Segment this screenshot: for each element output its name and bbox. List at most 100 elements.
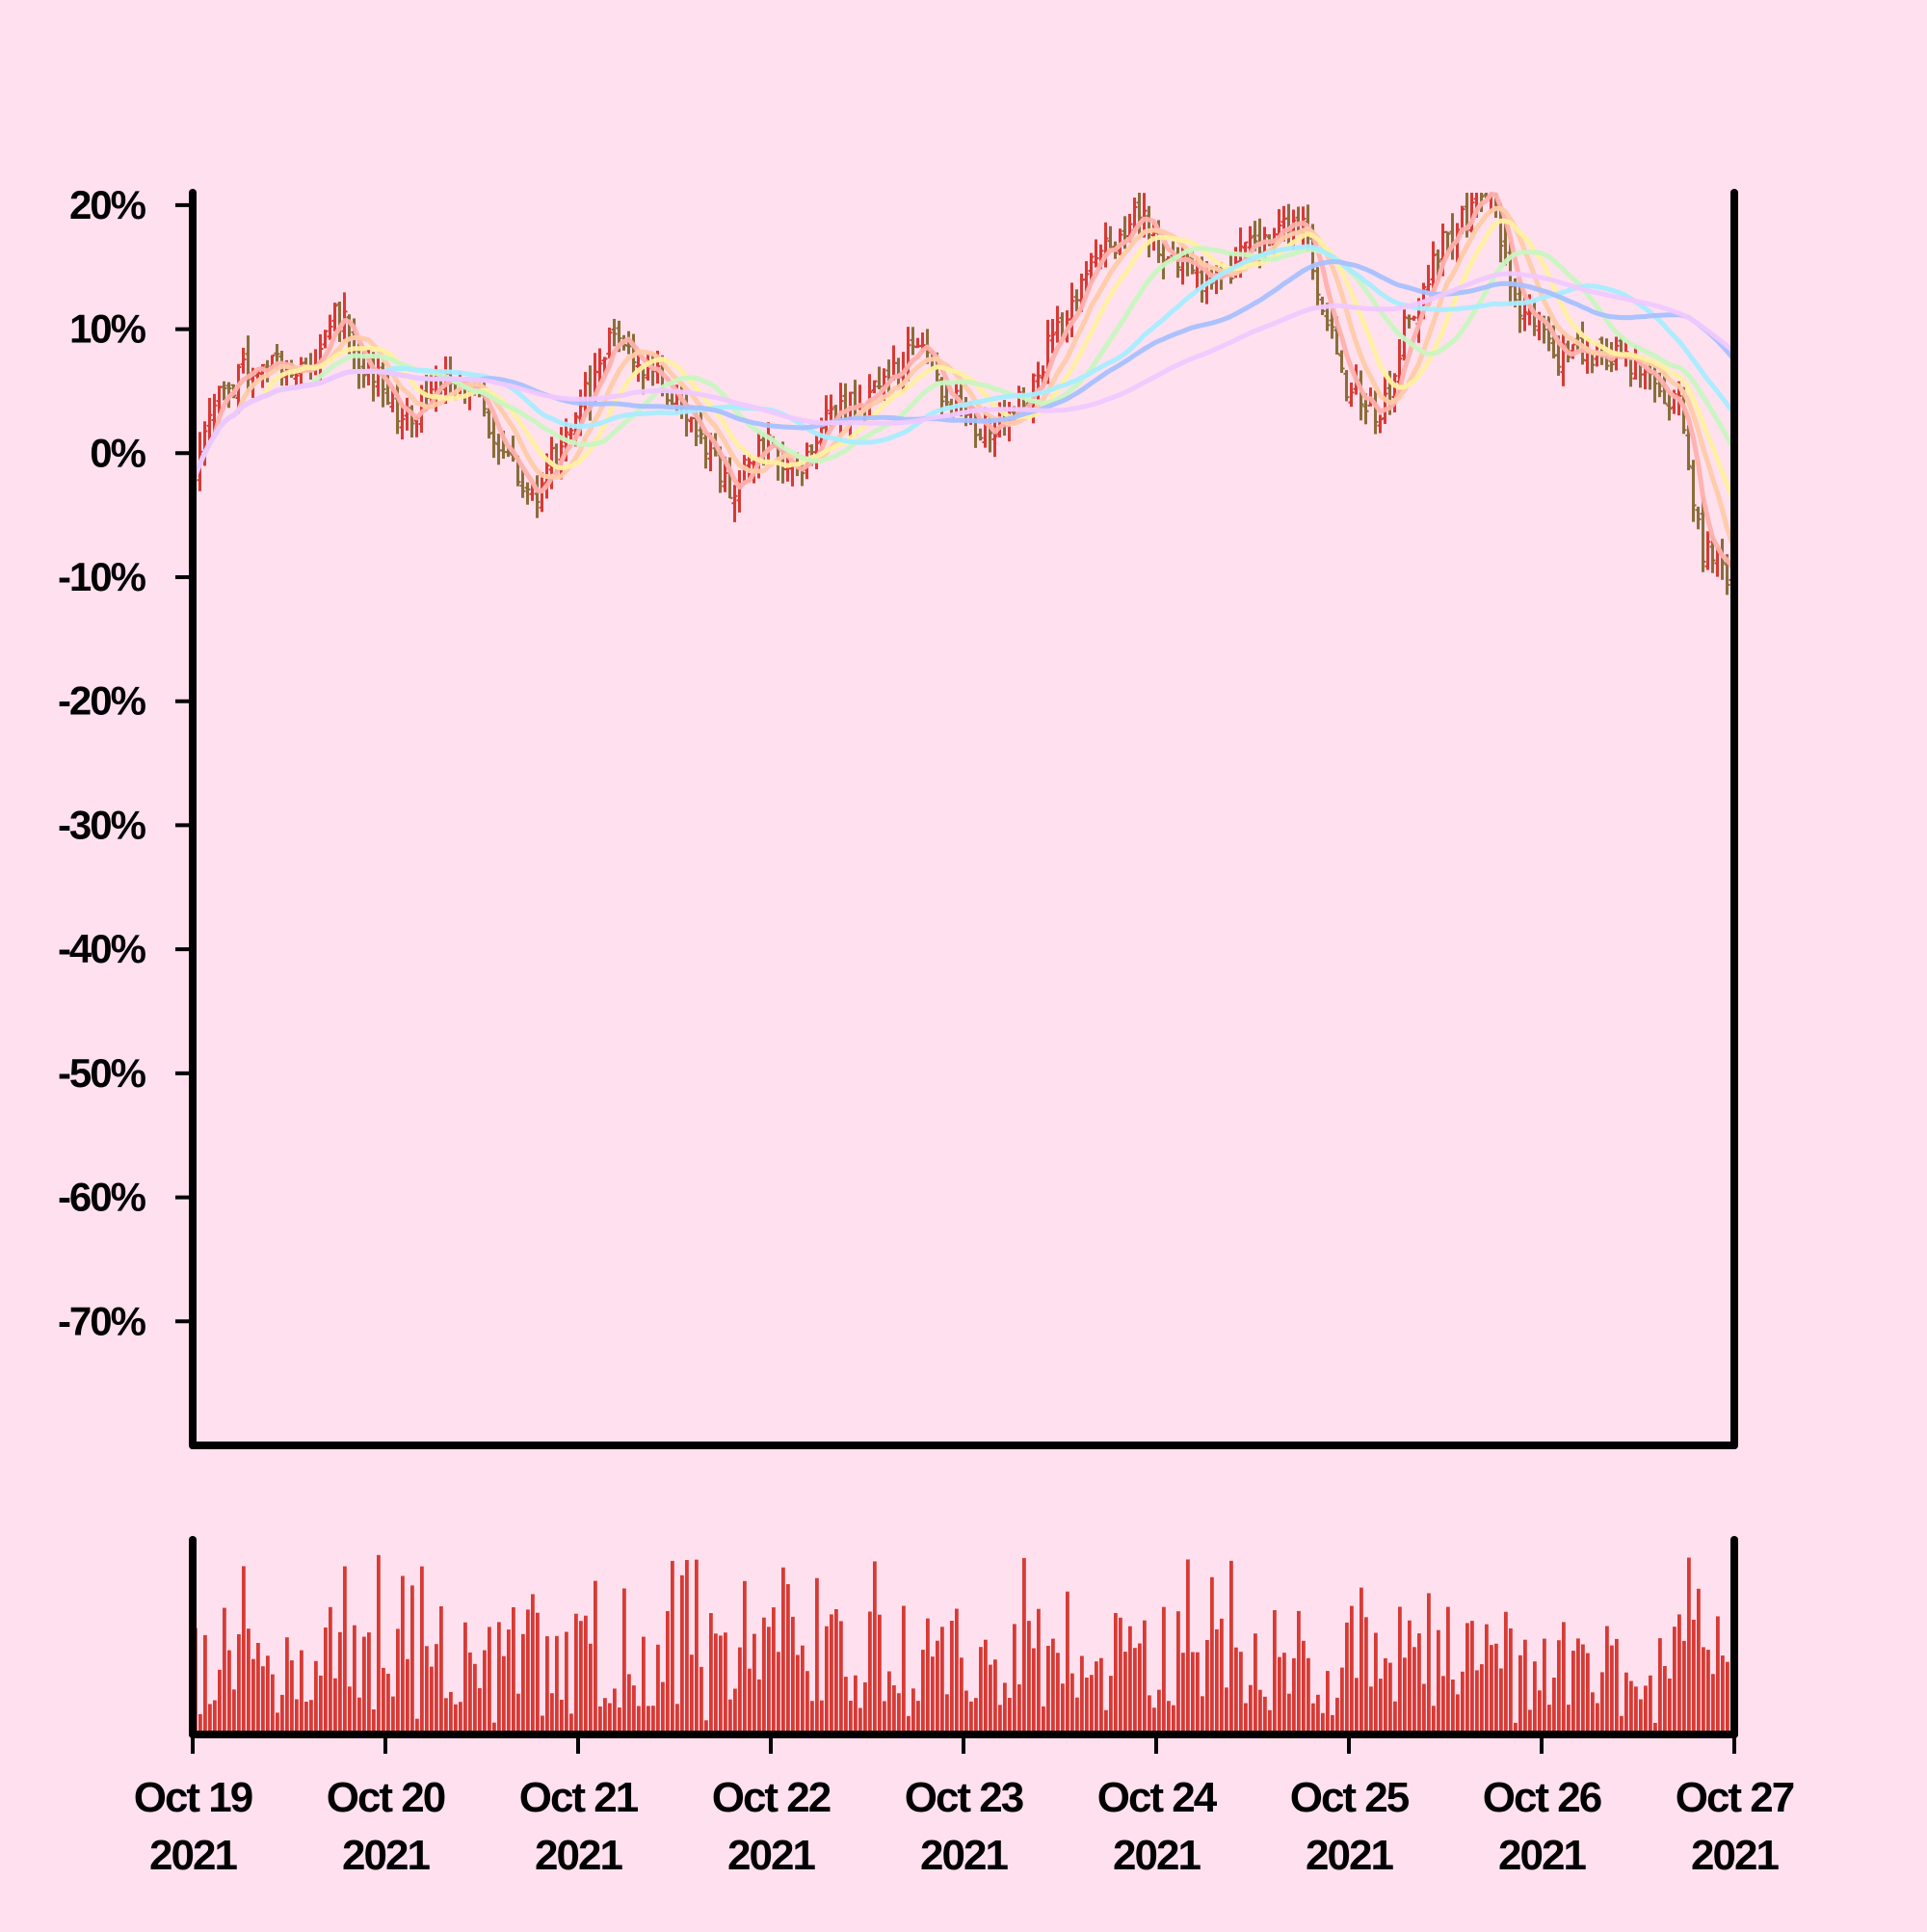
volume-bar (940, 1627, 944, 1734)
volume-bar (834, 1609, 838, 1734)
volume-bar (1263, 1696, 1267, 1734)
volume-bar (1596, 1703, 1599, 1734)
volume-bar (1412, 1647, 1416, 1734)
volume-bar (1061, 1683, 1065, 1734)
volume-bar (584, 1615, 588, 1734)
volume-bar (801, 1645, 805, 1734)
volume-bar (1326, 1671, 1330, 1734)
volume-bar (786, 1584, 790, 1734)
volume-bar (425, 1646, 429, 1734)
volume-bar (1104, 1709, 1108, 1734)
volume-bar (569, 1713, 573, 1734)
volume-bar (714, 1633, 718, 1734)
volume-bar (1465, 1623, 1469, 1734)
volume-bar (622, 1588, 626, 1734)
volume-bar (1162, 1606, 1166, 1734)
volume-plot (194, 1554, 1734, 1734)
volume-bar (247, 1628, 251, 1734)
volume-bar (1658, 1638, 1662, 1734)
volume-bar (820, 1700, 824, 1734)
volume-bar (213, 1700, 217, 1734)
volume-bar (1056, 1653, 1060, 1734)
volume-bar (1629, 1681, 1633, 1734)
volume-bar (579, 1621, 583, 1734)
x-tick-label-year: 2021 (1498, 1832, 1586, 1879)
volume-bar (1287, 1693, 1291, 1734)
volume-bar (1518, 1654, 1522, 1734)
volume-bar (671, 1560, 674, 1734)
volume-bar (897, 1693, 901, 1734)
volume-bar (1201, 1696, 1204, 1734)
ohlc-bar (1107, 225, 1114, 250)
volume-bar (333, 1678, 337, 1734)
volume-bar (892, 1685, 896, 1734)
volume-bar (1543, 1638, 1546, 1734)
volume-bar (497, 1622, 501, 1734)
volume-bar (1615, 1638, 1619, 1734)
volume-bar (223, 1607, 226, 1734)
x-tick-label-year: 2021 (342, 1832, 430, 1879)
volume-bar (377, 1554, 381, 1734)
volume-bar (1456, 1694, 1460, 1734)
volume-bar (772, 1607, 776, 1734)
volume-bar (1109, 1676, 1113, 1734)
volume-bar (1196, 1652, 1200, 1734)
volume-bar (565, 1631, 568, 1734)
volume-bar (883, 1701, 886, 1734)
volume-bar (401, 1575, 405, 1734)
volume-bar (863, 1681, 867, 1734)
volume-bar (1090, 1675, 1094, 1734)
volume-bar (1451, 1680, 1455, 1734)
volume-bar (1148, 1695, 1151, 1734)
volume-bar (1307, 1657, 1310, 1734)
volume-bar (290, 1660, 294, 1734)
volume-bar (285, 1637, 289, 1734)
volume-bar (1393, 1701, 1397, 1734)
x-tick-label-date: Oct 25 (1290, 1774, 1410, 1821)
ohlc-bar (399, 402, 406, 440)
volume-bar (704, 1720, 708, 1734)
volume-bar (902, 1605, 906, 1734)
volume-bar (738, 1647, 742, 1734)
volume-bar (300, 1650, 304, 1734)
volume-bar (603, 1698, 607, 1734)
volume-bar (1538, 1690, 1542, 1734)
volume-bar (680, 1575, 684, 1734)
volume-bar (574, 1613, 578, 1734)
volume-bar (613, 1688, 617, 1734)
volume-bar (1490, 1645, 1493, 1734)
y-tick-label: -40% (58, 926, 146, 971)
volume-bar (1706, 1650, 1710, 1734)
volume-bar (1225, 1687, 1228, 1734)
volume-bar (854, 1675, 858, 1734)
price-plot (192, 191, 1735, 595)
volume-bar (1692, 1619, 1696, 1734)
volume-bar (1557, 1640, 1561, 1734)
moving-average-line (193, 244, 1734, 479)
volume-bar (198, 1713, 202, 1734)
volume-bar (1716, 1616, 1720, 1734)
volume-bar (526, 1609, 530, 1734)
volume-bar (459, 1702, 462, 1734)
volume-bar (921, 1650, 925, 1734)
x-tick-label-year: 2021 (920, 1832, 1008, 1879)
volume-bar (887, 1671, 891, 1734)
volume-bar (1514, 1722, 1518, 1734)
volume-bar (1138, 1643, 1142, 1734)
volume-bar (1013, 1624, 1016, 1734)
volume-bar (868, 1611, 872, 1734)
ohlc-bar (1700, 497, 1706, 572)
volume-bar (858, 1707, 862, 1734)
volume-bar (1369, 1686, 1373, 1734)
volume-bar (844, 1677, 848, 1734)
volume-bar (483, 1650, 487, 1734)
volume-bar (964, 1690, 968, 1734)
volume-bar (632, 1685, 636, 1734)
volume-bar (1114, 1613, 1118, 1734)
volume-bar (719, 1635, 723, 1734)
volume-bar (1721, 1655, 1725, 1734)
volume-bar (950, 1621, 954, 1734)
volume-bar (1697, 1588, 1701, 1734)
